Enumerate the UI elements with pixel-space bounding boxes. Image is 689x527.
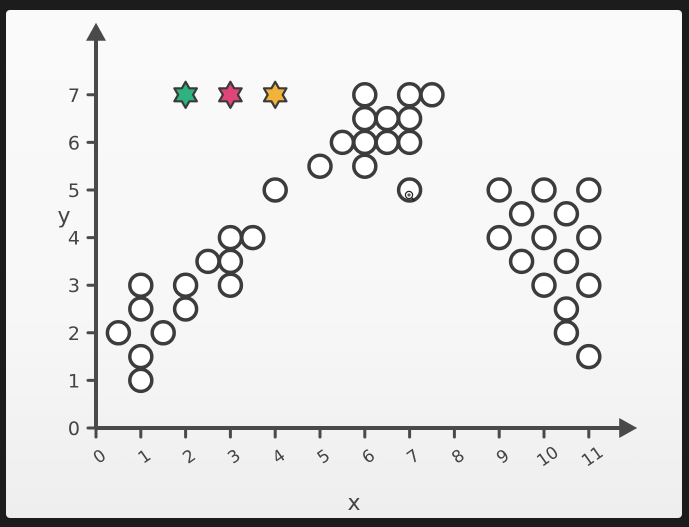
data-point (128, 367, 154, 394)
y-axis-arrow (86, 22, 106, 41)
x-tick-label: 11 (578, 443, 607, 472)
data-point (576, 224, 602, 251)
x-tick-label: 8 (448, 446, 468, 469)
star-point (218, 80, 243, 109)
x-tick-label: 3 (224, 446, 244, 469)
scatter-plot: 0 1 2 3 4 5 6 7 8 9 10 11 0 1 2 3 4 5 6 7 x y (57, 22, 638, 516)
data-point (531, 224, 557, 251)
data-point (128, 296, 154, 322)
data-point (262, 177, 288, 203)
data-point (352, 129, 378, 156)
data-point (307, 153, 333, 179)
x-tick-label: 2 (179, 446, 199, 469)
data-point (553, 296, 580, 322)
data-point (150, 320, 176, 346)
data-point (508, 201, 535, 227)
x-tick-label: 0 (90, 446, 110, 469)
star-point (173, 80, 198, 109)
data-point (396, 105, 423, 132)
data-point (553, 201, 580, 227)
y-tick-label: 4 (68, 228, 80, 250)
x-axis-arrow (619, 418, 638, 438)
x-tick-label: 1 (135, 446, 155, 469)
x-tick-label: 7 (403, 446, 423, 469)
data-point (396, 82, 423, 108)
star-point (262, 80, 288, 109)
data-point (217, 248, 244, 275)
data-point (396, 177, 423, 203)
data-point (576, 343, 602, 370)
data-point (531, 177, 557, 203)
data-point (419, 82, 445, 108)
data-point (195, 248, 221, 275)
data-point (240, 224, 266, 251)
data-point (486, 224, 512, 251)
x-tick-label: 4 (269, 446, 289, 469)
data-point (508, 248, 535, 275)
y-tick-label: 5 (68, 180, 80, 202)
data-point (374, 105, 400, 132)
y-axis-label: y (57, 204, 70, 229)
data-point (576, 177, 602, 203)
data-point (553, 248, 580, 275)
x-tick-label: 10 (533, 443, 562, 472)
data-point (172, 296, 199, 322)
data-point (576, 272, 602, 298)
data-point (352, 105, 378, 132)
y-tick-label: 1 (68, 370, 80, 392)
data-point (396, 129, 423, 156)
zoom-cursor-icon (404, 190, 416, 202)
data-point (553, 320, 580, 346)
y-tick-label: 7 (68, 85, 80, 107)
data-point (352, 82, 378, 108)
data-point (217, 224, 244, 251)
data-point (352, 153, 378, 179)
data-point (217, 272, 244, 298)
x-tick-label: 5 (314, 446, 334, 469)
y-tick-label: 2 (68, 323, 80, 345)
data-point (172, 272, 199, 298)
data-point (329, 129, 356, 156)
y-tick-label: 0 (68, 418, 80, 440)
data-point (531, 272, 557, 298)
y-tick-label: 3 (68, 275, 80, 297)
data-point (105, 320, 132, 346)
chart-area: 0 1 2 3 4 5 6 7 8 9 10 11 0 1 2 3 4 5 6 7 x y (6, 10, 682, 518)
data-point (374, 129, 400, 156)
x-tick-label: 6 (359, 446, 379, 469)
data-point (128, 272, 154, 298)
data-point (486, 177, 512, 203)
y-tick-label: 6 (68, 132, 80, 154)
data-point (128, 343, 154, 370)
x-axis-label: x (347, 491, 360, 516)
x-tick-label: 9 (493, 446, 513, 469)
